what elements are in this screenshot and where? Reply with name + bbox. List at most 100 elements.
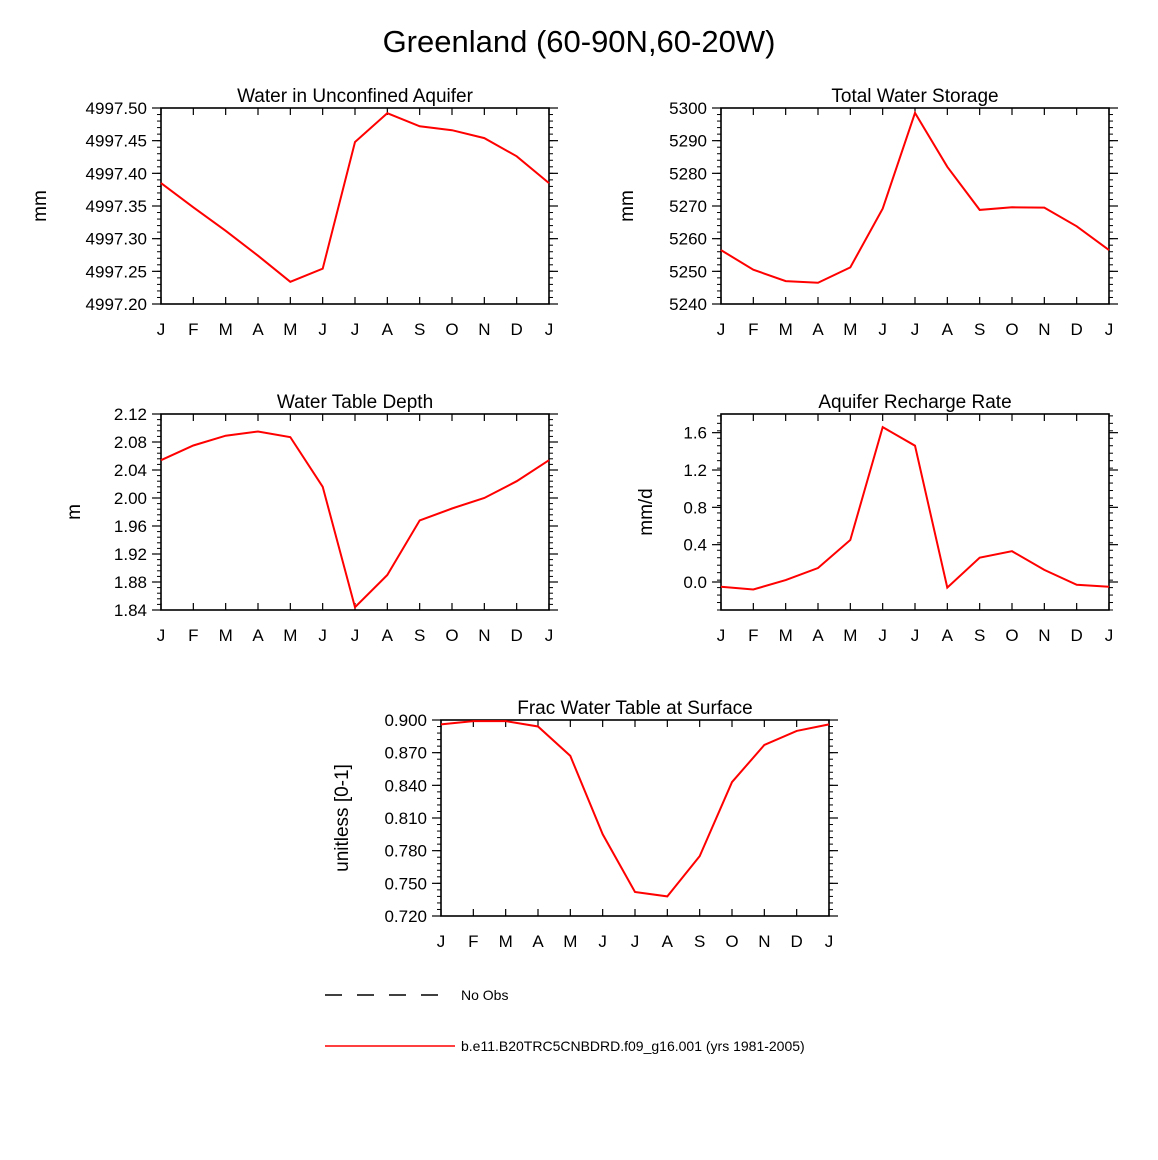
y-tick-label: 5300: [669, 99, 707, 118]
plot-frame: [160, 413, 550, 611]
y-tick-label: 1.96: [114, 517, 147, 536]
x-tick-label: D: [1071, 626, 1083, 645]
plot-title: Aquifer Recharge Rate: [818, 392, 1011, 413]
y-tick-label: 0.8: [683, 498, 707, 517]
x-tick-label: O: [1005, 320, 1018, 339]
x-tick-label: M: [283, 626, 297, 645]
x-tick-label: D: [511, 626, 523, 645]
x-tick-label: S: [974, 320, 985, 339]
y-tick-label: 0.750: [384, 874, 427, 893]
x-tick-label: J: [825, 932, 834, 951]
y-tick-label: 0.900: [384, 711, 427, 730]
x-tick-label: M: [499, 932, 513, 951]
x-tick-label: A: [252, 626, 264, 645]
x-tick-label: F: [748, 320, 758, 339]
y-tick-label: 5290: [669, 132, 707, 151]
x-tick-label: S: [694, 932, 705, 951]
x-tick-label: J: [1105, 626, 1114, 645]
y-tick-label: 5260: [669, 230, 707, 249]
x-tick-label: J: [318, 320, 327, 339]
y-tick-label: 1.92: [114, 545, 147, 564]
plot-frame: [160, 107, 550, 305]
x-tick-label: J: [545, 320, 554, 339]
x-tick-label: J: [911, 320, 920, 339]
x-tick-label: O: [725, 932, 738, 951]
series-line: [720, 425, 1110, 591]
x-tick-label: J: [545, 626, 554, 645]
y-tick-label: 0.780: [384, 842, 427, 861]
x-tick-label: J: [157, 626, 166, 645]
y-tick-label: 0.810: [384, 809, 427, 828]
y-axis-label: mm: [617, 190, 638, 222]
x-tick-label: F: [188, 320, 198, 339]
x-tick-label: N: [1038, 626, 1050, 645]
plot-title: Water in Unconfined Aquifer: [237, 86, 474, 107]
y-tick-label: 2.08: [114, 433, 147, 452]
y-tick-label: 4997.30: [86, 230, 147, 249]
x-tick-label: F: [468, 932, 478, 951]
x-tick-label: A: [252, 320, 264, 339]
x-tick-label: J: [911, 626, 920, 645]
x-tick-label: J: [598, 932, 607, 951]
y-axis-label: mm: [30, 190, 51, 222]
y-tick-label: 4997.25: [86, 262, 147, 281]
y-axis-label: mm/d: [636, 488, 657, 536]
plot-frame: [720, 413, 1110, 611]
x-tick-label: O: [445, 320, 458, 339]
y-tick-label: 4997.50: [86, 99, 147, 118]
x-tick-label: J: [351, 320, 360, 339]
x-tick-label: S: [414, 320, 425, 339]
x-tick-label: M: [219, 320, 233, 339]
x-tick-label: F: [748, 626, 758, 645]
x-tick-label: N: [758, 932, 770, 951]
x-tick-label: M: [563, 932, 577, 951]
x-tick-label: A: [382, 320, 394, 339]
x-tick-label: A: [812, 320, 824, 339]
x-tick-label: N: [1038, 320, 1050, 339]
y-tick-label: 5270: [669, 197, 707, 216]
x-tick-label: M: [779, 626, 793, 645]
legend-series-label: b.e11.B20TRC5CNBDRD.f09_g16.001 (yrs 198…: [461, 1038, 805, 1054]
x-tick-label: J: [878, 626, 887, 645]
y-tick-label: 4997.40: [86, 164, 147, 183]
x-tick-label: J: [878, 320, 887, 339]
x-tick-label: D: [1071, 320, 1083, 339]
y-axis-label: unitless [0-1]: [332, 764, 353, 872]
x-tick-label: J: [318, 626, 327, 645]
x-tick-label: J: [1105, 320, 1114, 339]
x-tick-label: J: [157, 320, 166, 339]
x-tick-label: M: [843, 320, 857, 339]
y-tick-label: 5280: [669, 164, 707, 183]
x-tick-label: N: [478, 320, 490, 339]
y-tick-label: 5250: [669, 262, 707, 281]
plot-title: Water Table Depth: [277, 392, 433, 413]
x-tick-label: S: [974, 626, 985, 645]
x-tick-label: J: [717, 320, 726, 339]
x-tick-label: M: [779, 320, 793, 339]
x-tick-label: A: [532, 932, 544, 951]
x-tick-label: A: [382, 626, 394, 645]
series-line: [440, 720, 830, 898]
x-tick-label: O: [1005, 626, 1018, 645]
y-tick-label: 0.0: [683, 573, 707, 592]
x-tick-label: O: [445, 626, 458, 645]
series-line: [160, 430, 550, 610]
x-tick-label: A: [942, 320, 954, 339]
y-tick-label: 1.6: [683, 424, 707, 443]
y-tick-label: 2.04: [114, 461, 147, 480]
x-tick-label: J: [717, 626, 726, 645]
series-line: [720, 110, 1110, 284]
x-tick-label: A: [812, 626, 824, 645]
y-tick-label: 4997.20: [86, 295, 147, 314]
y-axis-label: m: [64, 504, 85, 520]
y-tick-label: 2.00: [114, 489, 147, 508]
page-title: Greenland (60-90N,60-20W): [382, 24, 776, 59]
x-tick-label: S: [414, 626, 425, 645]
plot-title: Frac Water Table at Surface: [517, 698, 753, 719]
plot-frame: [720, 107, 1110, 305]
x-tick-label: D: [511, 320, 523, 339]
y-tick-label: 1.88: [114, 573, 147, 592]
y-tick-label: 1.2: [683, 461, 707, 480]
x-tick-label: J: [437, 932, 446, 951]
